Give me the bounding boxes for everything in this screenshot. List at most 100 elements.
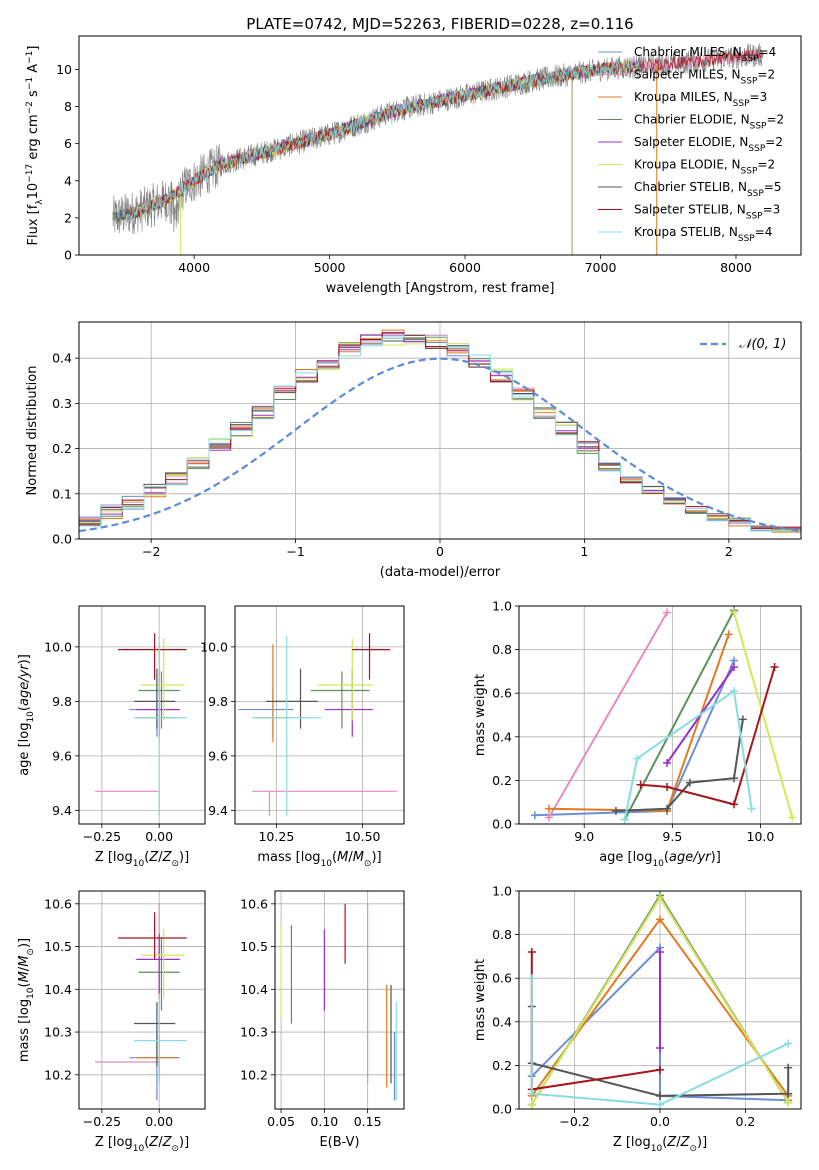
- legend-entry: Salpeter ELODIE, NSSP=2: [634, 135, 783, 154]
- y-axis-label: mass weight: [473, 959, 488, 1041]
- weight-marker: [527, 1100, 536, 1109]
- panel-residuals: −2 −1 0 1 2 0.0 0.1 0.2 0.3 0.4 𝒩(0, 1) (data-model…: [25, 321, 802, 580]
- legend-entry: Kroupa MILES, NSSP=3: [634, 90, 767, 109]
- weight-marker: [656, 1100, 664, 1109]
- plot-area-mass-vs-EBV: [280, 903, 397, 1101]
- y-tick-label: 4: [64, 173, 72, 188]
- weight-marker: [656, 1043, 664, 1052]
- y-axis-label: Flux [fλ10−17 erg cm−2 s−1 A−1]: [25, 46, 45, 246]
- x-axis-label-part: Z: [148, 1135, 159, 1150]
- weight-marker: [663, 804, 672, 813]
- legend-entry: Salpeter MILES, NSSP=2: [634, 68, 775, 87]
- weight-marker: [663, 608, 672, 617]
- y-tick-label: 2: [64, 210, 72, 225]
- y-axis-label-part: s: [26, 90, 41, 101]
- x-tick-label: 10.0: [747, 829, 775, 844]
- y-tick-label: 0.8: [492, 927, 512, 942]
- x-tick-label: 0.2: [736, 1114, 756, 1129]
- x-tick-label: −0.25: [83, 1114, 121, 1129]
- y-tick-label: 0.2: [492, 773, 512, 788]
- y-axis-label-part: ⊙: [26, 948, 36, 956]
- axes-frame: [78, 890, 206, 1110]
- x-axis-label-part: Z: [162, 850, 173, 865]
- y-tick-label: 10.2: [44, 1067, 72, 1082]
- x-axis-label-part: age [log: [599, 850, 652, 865]
- legend-model-name: Salpeter MILES, N: [634, 68, 741, 82]
- y-tick-label: 0.2: [52, 441, 72, 456]
- x-axis-label-part: Z [log: [613, 1135, 651, 1150]
- x-axis-label-part: mass [log: [257, 850, 320, 865]
- x-axis-label: Z [log10(Z/Z⊙)]: [613, 1135, 707, 1154]
- x-axis-label-part: (: [662, 1135, 667, 1150]
- x-axis-label-part: E(B-V): [319, 1135, 359, 1150]
- x-axis-label-part: /: [158, 1135, 163, 1150]
- y-axis-label-part: −17: [25, 164, 35, 183]
- x-axis-label-part: Z: [148, 850, 159, 865]
- x-axis-label-part: (: [144, 850, 149, 865]
- panel-mass-vs-EBV: 0.05 0.10 0.15 10.2 10.3 10.4 10.5 10.6 E(B-V): [240, 890, 405, 1150]
- model-spectrum: [126, 60, 642, 221]
- normal-curve: [79, 357, 801, 533]
- x-tick-label: 0.15: [354, 1114, 382, 1129]
- x-axis-label: E(B-V): [319, 1135, 359, 1150]
- x-axis-label-part: /: [158, 850, 163, 865]
- histogram-step: [79, 338, 801, 530]
- legend-count: =3: [750, 90, 768, 104]
- weight-marker: [656, 948, 664, 957]
- weight-marker: [784, 1063, 793, 1072]
- panel-weight-vs-Z: −0.2 0.0 0.20.00.20.40.60.81.0Z [log10(Z/Z…: [473, 884, 802, 1154]
- legend-model-name: Chabrier ELODIE, N: [634, 113, 750, 127]
- y-axis-label-part: 10: [26, 987, 36, 999]
- legend-count: =5: [764, 180, 782, 194]
- y-tick-label: 10.3: [44, 1025, 72, 1040]
- plot-area-spectrum: [112, 43, 764, 255]
- histogram-step: [79, 337, 801, 531]
- x-tick-label: 0.00: [145, 1114, 173, 1129]
- x-axis-label: Z [log10(Z/Z⊙)]: [95, 850, 189, 869]
- axes-frame: [234, 605, 405, 825]
- x-tick-label: 0.05: [267, 1114, 295, 1129]
- x-axis-label-part: )]: [371, 850, 381, 865]
- weight-marker: [770, 663, 779, 672]
- model-spectrum: [126, 60, 642, 220]
- y-axis-label: age [log10(age/yr)]: [17, 654, 36, 776]
- x-tick-label: −2: [142, 544, 160, 559]
- legend-subscript: SSP: [741, 77, 758, 87]
- x-axis-label: Z [log10(Z/Z⊙)]: [95, 1135, 189, 1154]
- weight-marker: [656, 893, 664, 902]
- legend-entry: Kroupa STELIB, NSSP=4: [634, 225, 772, 244]
- y-tick-label: 10: [56, 62, 72, 77]
- x-tick-label: 7000: [585, 260, 617, 275]
- y-axis-label-part: M: [17, 971, 32, 982]
- y-axis-label-part: Flux [f: [26, 204, 41, 245]
- y-tick-label: 8: [64, 99, 72, 114]
- legend-entry: Salpeter STELIB, NSSP=3: [634, 203, 780, 222]
- weight-line: [548, 612, 668, 818]
- y-tick-label: 0.6: [492, 686, 512, 701]
- y-axis-label-part: Normed distribution: [25, 366, 40, 496]
- weight-marker: [527, 1089, 536, 1098]
- legend-entry: Chabrier ELODIE, NSSP=2: [634, 113, 784, 132]
- plot-area-residuals: [79, 329, 801, 533]
- y-axis-label-part: ]: [26, 46, 41, 51]
- x-axis-label-part: (: [144, 1135, 149, 1150]
- panel-spectrum: 4000 5000 6000 7000 8000 0 2 4 6 8 10 Chabrier MILE…: [25, 35, 802, 296]
- legend-count: =4: [759, 45, 777, 59]
- y-tick-label: 0.1: [52, 486, 72, 501]
- legend-subscript: SSP: [733, 99, 750, 109]
- y-tick-label: 1.0: [492, 884, 512, 899]
- weight-marker: [636, 780, 645, 789]
- weight-marker: [633, 754, 642, 763]
- x-axis-label-part: 10: [321, 859, 333, 869]
- y-tick-label: 10.4: [240, 982, 268, 997]
- legend-count: =2: [757, 158, 775, 172]
- y-tick-label: 6: [64, 136, 72, 151]
- x-tick-label: 1: [580, 544, 588, 559]
- weight-marker: [724, 630, 733, 639]
- legend-model-name: Chabrier MILES, N: [634, 45, 742, 59]
- legend-count: =3: [763, 203, 781, 217]
- x-axis-label-part: Z: [162, 1135, 173, 1150]
- axes-frame: [518, 605, 802, 825]
